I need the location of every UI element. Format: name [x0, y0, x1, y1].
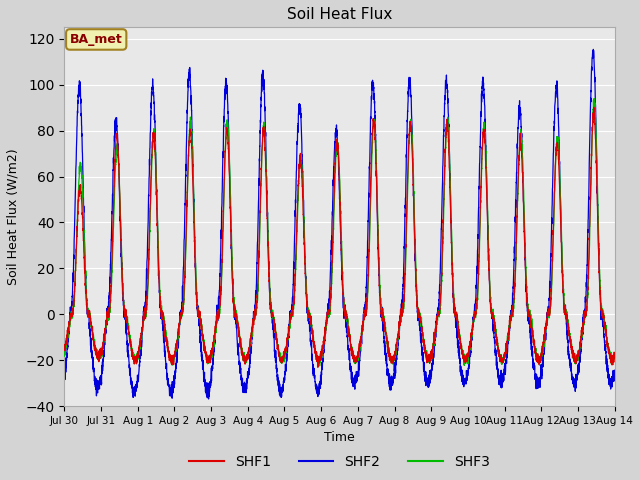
SHF2 [433, 320, 440, 325]
SHF2 [205, 396, 212, 402]
SHF1 [463, 359, 470, 364]
SHF3 [316, 363, 323, 369]
SHF1 [319, 346, 327, 351]
SHF2 [463, 377, 470, 383]
SHF3 [433, 325, 440, 331]
SHF3 [611, 353, 618, 359]
SHF1 [611, 352, 618, 358]
SHF3 [319, 347, 327, 352]
Text: BA_met: BA_met [70, 33, 123, 46]
Line: SHF1: SHF1 [65, 107, 614, 367]
Line: SHF2: SHF2 [65, 49, 614, 399]
SHF2 [589, 47, 597, 52]
SHF1 [314, 364, 322, 370]
SHF3 [494, 343, 502, 349]
SHF2 [611, 376, 618, 382]
SHF3 [159, 312, 167, 318]
SHF3 [590, 96, 598, 101]
Legend: SHF1, SHF2, SHF3: SHF1, SHF2, SHF3 [184, 450, 495, 475]
SHF3 [611, 352, 618, 358]
SHF2 [611, 367, 618, 373]
SHF1 [611, 355, 618, 360]
SHF1 [494, 345, 502, 350]
SHF2 [319, 359, 327, 365]
SHF1 [590, 104, 598, 110]
SHF1 [433, 321, 440, 326]
SHF1 [61, 344, 68, 350]
SHF3 [61, 350, 68, 356]
SHF2 [494, 374, 502, 380]
Title: Soil Heat Flux: Soil Heat Flux [287, 7, 392, 22]
SHF2 [61, 368, 68, 373]
SHF2 [159, 329, 167, 335]
SHF3 [463, 356, 470, 362]
Y-axis label: Soil Heat Flux (W/m2): Soil Heat Flux (W/m2) [7, 148, 20, 285]
SHF1 [159, 310, 167, 316]
X-axis label: Time: Time [324, 432, 355, 444]
Line: SHF3: SHF3 [65, 98, 614, 366]
